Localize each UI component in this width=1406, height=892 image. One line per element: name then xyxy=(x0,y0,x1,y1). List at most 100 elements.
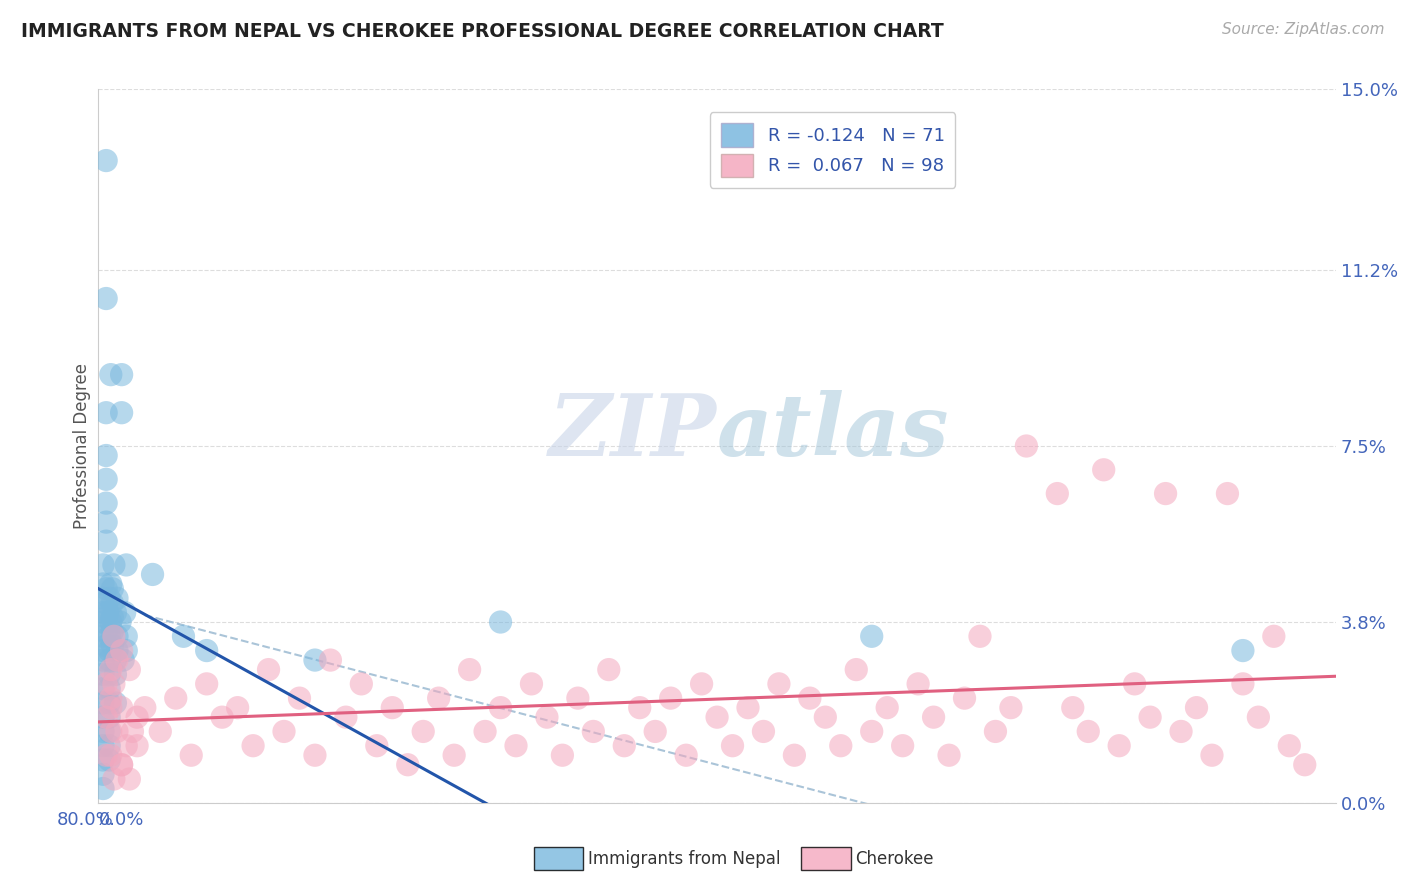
Text: 80.0%: 80.0% xyxy=(58,812,114,830)
Point xyxy=(273,724,295,739)
Point xyxy=(104,696,127,710)
Point xyxy=(706,710,728,724)
Point xyxy=(105,591,128,606)
Point xyxy=(536,710,558,724)
Point xyxy=(860,724,883,739)
Point xyxy=(91,643,114,657)
Point xyxy=(98,696,121,710)
Point xyxy=(443,748,465,763)
Point xyxy=(127,739,149,753)
Point xyxy=(96,534,118,549)
Point xyxy=(105,643,128,657)
Point xyxy=(1263,629,1285,643)
Point xyxy=(103,772,125,786)
Point xyxy=(96,639,118,653)
Point xyxy=(644,724,666,739)
Point xyxy=(1232,643,1254,657)
Point xyxy=(98,643,121,657)
Point xyxy=(891,739,914,753)
Point xyxy=(845,663,868,677)
Point xyxy=(96,710,118,724)
Point xyxy=(211,710,233,724)
Point xyxy=(149,724,172,739)
Point xyxy=(1092,463,1115,477)
Point xyxy=(96,596,118,610)
Point xyxy=(567,691,589,706)
Point xyxy=(100,700,122,714)
Point xyxy=(104,667,127,681)
Point xyxy=(100,691,122,706)
Point xyxy=(98,724,121,739)
Text: IMMIGRANTS FROM NEPAL VS CHEROKEE PROFESSIONAL DEGREE CORRELATION CHART: IMMIGRANTS FROM NEPAL VS CHEROKEE PROFES… xyxy=(21,22,943,41)
Point xyxy=(768,677,790,691)
Point xyxy=(1000,700,1022,714)
Point xyxy=(1139,710,1161,724)
Point xyxy=(1062,700,1084,714)
Point xyxy=(195,677,218,691)
Point xyxy=(1154,486,1177,500)
Point xyxy=(98,753,121,767)
Point xyxy=(111,757,134,772)
Point xyxy=(91,767,114,781)
Point xyxy=(489,700,512,714)
Point xyxy=(91,577,114,591)
Point xyxy=(91,591,114,606)
Point xyxy=(412,724,434,739)
Point xyxy=(91,629,114,643)
Point xyxy=(1247,710,1270,724)
Point xyxy=(96,748,118,763)
Point xyxy=(195,643,218,657)
Point xyxy=(115,643,138,657)
Point xyxy=(98,710,121,724)
Point xyxy=(91,753,114,767)
Point xyxy=(98,591,121,606)
Point xyxy=(111,757,134,772)
Point xyxy=(96,472,118,486)
Point xyxy=(659,691,682,706)
Point xyxy=(752,724,775,739)
Point xyxy=(96,406,118,420)
Point xyxy=(1216,486,1239,500)
Point xyxy=(96,582,118,596)
Point xyxy=(1201,748,1223,763)
Point xyxy=(100,663,122,677)
Point xyxy=(304,653,326,667)
Point xyxy=(1046,486,1069,500)
Point xyxy=(103,629,125,643)
Point xyxy=(173,629,195,643)
Point xyxy=(96,515,118,529)
Point xyxy=(111,406,134,420)
Point xyxy=(1294,757,1316,772)
Point xyxy=(737,700,759,714)
Point xyxy=(115,739,138,753)
Point xyxy=(922,710,945,724)
Point xyxy=(100,615,122,629)
Point xyxy=(101,639,124,653)
Point xyxy=(598,663,620,677)
Point xyxy=(91,667,114,681)
Point xyxy=(907,677,929,691)
Point xyxy=(860,629,883,643)
Point xyxy=(100,577,122,591)
Legend: R = -0.124   N = 71, R =  0.067   N = 98: R = -0.124 N = 71, R = 0.067 N = 98 xyxy=(710,112,956,188)
Point xyxy=(101,624,124,639)
Point xyxy=(91,681,114,696)
Text: atlas: atlas xyxy=(717,390,949,474)
Point xyxy=(783,748,806,763)
Point xyxy=(100,748,122,763)
Point xyxy=(103,677,125,691)
Point xyxy=(118,663,141,677)
Point xyxy=(366,739,388,753)
Point xyxy=(350,677,373,691)
Point xyxy=(814,710,837,724)
Point xyxy=(1108,739,1130,753)
Point xyxy=(226,700,249,714)
Point xyxy=(91,781,114,796)
Point xyxy=(97,606,120,620)
Point xyxy=(115,558,138,572)
Point xyxy=(112,653,135,667)
Text: ZIP: ZIP xyxy=(550,390,717,474)
Point xyxy=(91,653,114,667)
Point xyxy=(104,606,127,620)
Point xyxy=(96,677,118,691)
